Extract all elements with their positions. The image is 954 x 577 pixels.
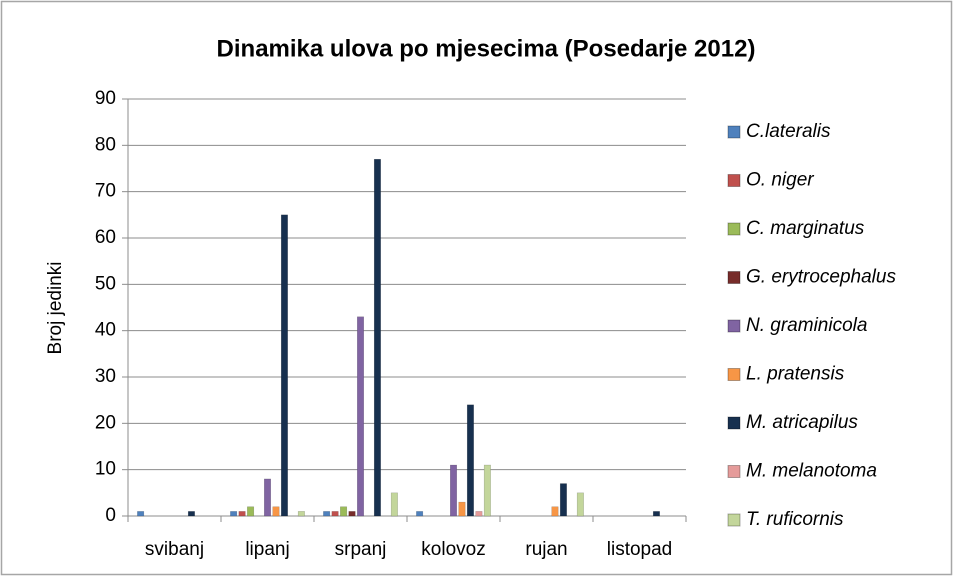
legend-swatch — [727, 319, 741, 333]
y-tick-label: 90 — [95, 88, 116, 109]
x-tick-label: rujan — [525, 539, 567, 560]
bar — [280, 214, 288, 517]
x-tick-label: lipanj — [245, 539, 289, 560]
x-tick-label: kolovoz — [421, 539, 485, 560]
bar — [373, 158, 381, 517]
y-tick-label: 50 — [95, 273, 116, 294]
bar — [272, 506, 280, 517]
bar — [475, 511, 483, 517]
bar — [340, 506, 348, 517]
bar — [357, 316, 364, 517]
y-tick-label: 10 — [95, 459, 116, 480]
legend-swatch — [727, 368, 741, 381]
chart-title: Dinamika ulova po mjesecima (Posedarje 2… — [217, 35, 756, 62]
y-tick-label: 0 — [105, 505, 116, 526]
bar — [551, 506, 559, 517]
legend-label: N. graminicola — [746, 315, 867, 336]
y-tick-label: 80 — [95, 134, 116, 155]
bar — [559, 483, 567, 517]
bar — [247, 506, 255, 517]
legend-label: G. erytrocephalus — [746, 267, 896, 288]
bar — [238, 511, 246, 517]
y-tick-label: 30 — [95, 366, 116, 387]
legend-swatch — [727, 222, 741, 236]
bar — [323, 511, 331, 517]
bar — [137, 511, 145, 517]
legend-label: M. melanotoma — [746, 461, 877, 482]
bar — [458, 501, 466, 517]
y-tick-label: 70 — [95, 181, 116, 202]
bar — [390, 492, 398, 517]
legend-swatch — [727, 174, 741, 187]
x-tick-label: listopad — [607, 539, 673, 560]
x-tick-label: svibanj — [145, 539, 204, 560]
legend-label: M. atricapilus — [746, 412, 858, 433]
y-axis-label: Broj jedinki — [45, 262, 66, 355]
legend-label: L. pratensis — [746, 364, 845, 385]
bar — [450, 464, 457, 517]
bar — [483, 464, 491, 517]
legend-swatch — [727, 416, 741, 430]
legend-label: O. niger — [746, 170, 814, 191]
bar — [297, 511, 305, 517]
legend-swatch — [727, 125, 741, 139]
legend-label: T. ruficornis — [746, 509, 844, 530]
legend-swatch — [727, 271, 741, 284]
bar — [187, 511, 195, 517]
bar — [264, 478, 271, 517]
y-tick-label: 20 — [95, 412, 116, 433]
bar — [466, 404, 474, 517]
legend-swatch — [727, 465, 741, 478]
legend-label: C.lateralis — [746, 121, 831, 142]
legend-label: C. marginatus — [746, 218, 865, 239]
y-tick-label: 60 — [95, 227, 116, 248]
bar — [576, 492, 584, 517]
bar — [416, 511, 424, 517]
bar — [331, 511, 339, 517]
x-tick-label: srpanj — [335, 539, 387, 560]
bar — [652, 511, 660, 517]
bar — [230, 511, 238, 517]
bar — [348, 511, 356, 517]
legend-swatch — [727, 513, 741, 527]
y-tick-label: 40 — [95, 320, 116, 341]
